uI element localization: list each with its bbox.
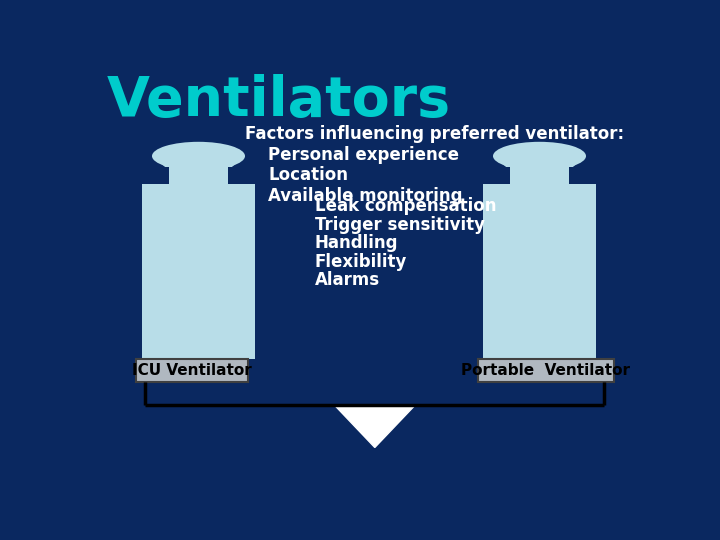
Text: Ventilators: Ventilators <box>107 74 451 128</box>
Text: Factors influencing preferred ventilator:: Factors influencing preferred ventilator… <box>245 125 624 143</box>
Text: Available monitoring: Available monitoring <box>269 187 463 205</box>
Polygon shape <box>335 405 415 448</box>
Text: Alarms: Alarms <box>315 271 380 289</box>
Bar <box>143 167 169 184</box>
Text: Personal experience: Personal experience <box>269 146 459 164</box>
Text: Leak compensation: Leak compensation <box>315 197 496 215</box>
Ellipse shape <box>493 142 586 170</box>
Text: Location: Location <box>269 166 348 185</box>
Text: Flexibility: Flexibility <box>315 253 407 271</box>
Bar <box>228 167 255 184</box>
Polygon shape <box>493 156 586 170</box>
Bar <box>483 184 595 359</box>
Text: Portable  Ventilator: Portable Ventilator <box>462 363 630 378</box>
Bar <box>169 170 228 184</box>
Ellipse shape <box>152 142 245 170</box>
Bar <box>569 167 595 184</box>
Text: Handling: Handling <box>315 234 398 252</box>
Bar <box>228 167 255 184</box>
Bar <box>483 167 510 184</box>
Polygon shape <box>152 156 245 170</box>
Text: Trigger sensitivity: Trigger sensitivity <box>315 215 485 234</box>
Bar <box>143 167 169 184</box>
FancyBboxPatch shape <box>136 359 248 382</box>
Text: ICU Ventilator: ICU Ventilator <box>132 363 252 378</box>
Bar <box>143 184 255 359</box>
Bar <box>569 167 595 184</box>
Bar <box>483 167 510 184</box>
Bar <box>510 170 569 184</box>
FancyBboxPatch shape <box>478 359 613 382</box>
